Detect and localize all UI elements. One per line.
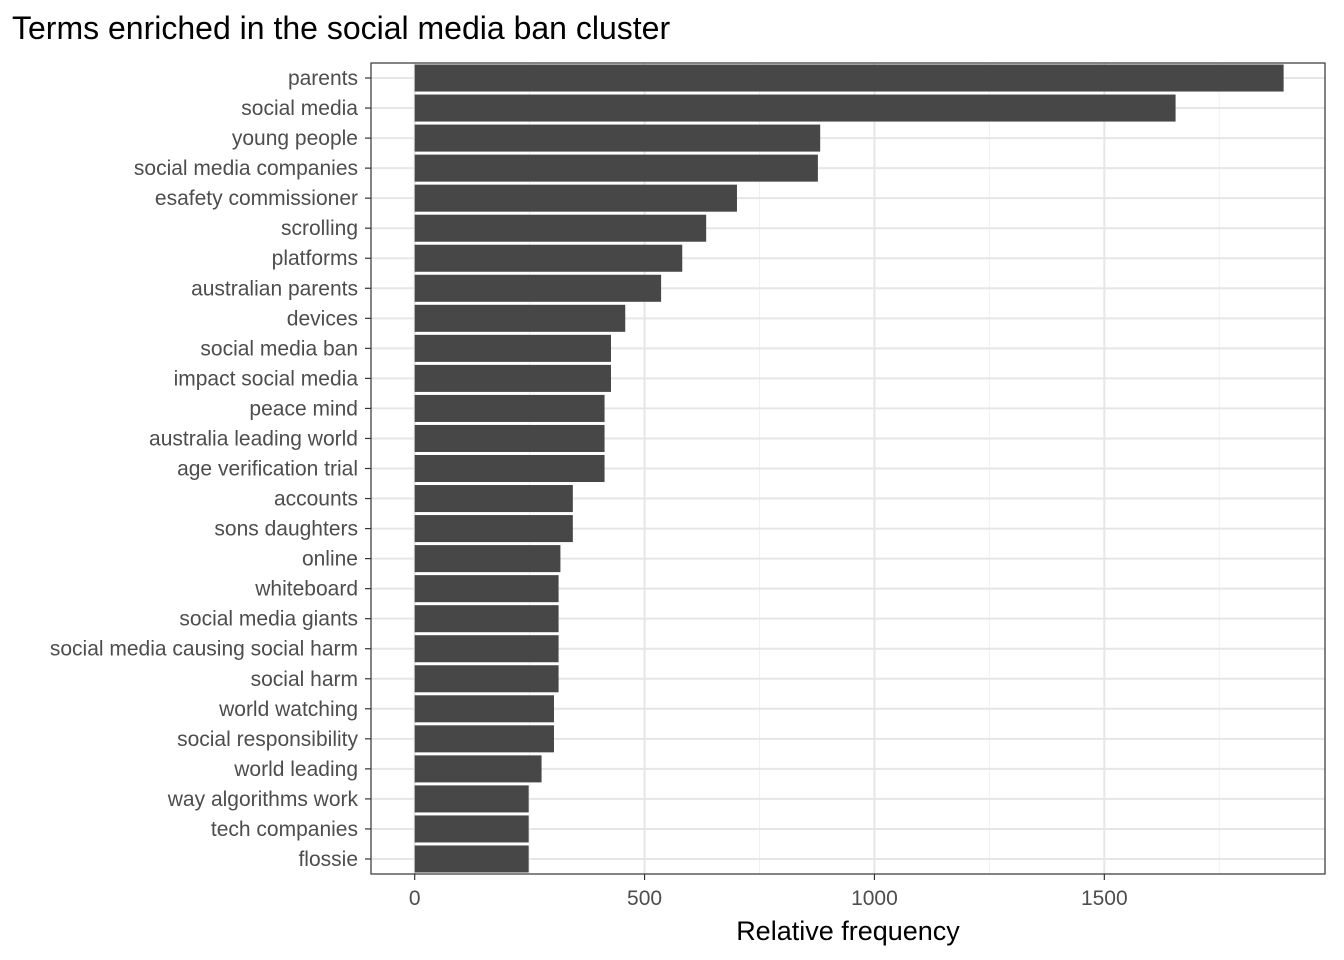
bar-young-people xyxy=(414,124,821,152)
bar-scrolling xyxy=(414,214,707,242)
y-tick-label: social media giants xyxy=(179,608,358,631)
bar-social-media-giants xyxy=(414,605,559,633)
bars xyxy=(414,64,1284,873)
y-tick-label: accounts xyxy=(274,488,358,511)
y-tick-label: social harm xyxy=(251,668,358,691)
y-tick-label: impact social media xyxy=(174,367,359,390)
y-tick-label: social media ban xyxy=(200,337,358,360)
y-tick-label: online xyxy=(302,548,358,571)
bar-way-algorithms-work xyxy=(414,785,529,813)
y-tick-label: sons daughters xyxy=(214,518,358,541)
x-axis: 0 500 1000 1500 xyxy=(409,874,1128,910)
y-tick-label: parents xyxy=(288,67,358,90)
y-tick-label: tech companies xyxy=(211,818,358,841)
bar-parents xyxy=(414,64,1284,92)
bar-social-media-companies xyxy=(414,154,818,182)
y-tick-label: way algorithms work xyxy=(167,788,359,811)
y-tick-label: peace mind xyxy=(249,397,358,420)
x-axis-label: Relative frequency xyxy=(736,916,960,946)
y-tick-label: devices xyxy=(287,307,358,330)
bar-world-leading xyxy=(414,755,542,783)
bar-social-media xyxy=(414,94,1176,122)
bar-australia-leading-world xyxy=(414,424,605,452)
y-tick-label: social media companies xyxy=(134,157,358,180)
bar-tech-companies xyxy=(414,815,529,843)
chart-title: Terms enriched in the social media ban c… xyxy=(12,10,670,46)
y-tick-label: social media causing social harm xyxy=(50,638,358,661)
bar-impact-social-media xyxy=(414,364,611,392)
y-tick-label: whiteboard xyxy=(254,578,358,601)
x-tick-label: 1500 xyxy=(1081,887,1128,910)
y-tick-label: australia leading world xyxy=(149,427,358,450)
bar-sons-daughters xyxy=(414,515,573,543)
bar-social-harm xyxy=(414,665,559,693)
y-tick-label: age verification trial xyxy=(177,458,358,481)
y-tick-label: young people xyxy=(232,127,358,150)
bar-social-media-causing-social-harm xyxy=(414,635,559,663)
y-axis: parents social media young people social me… xyxy=(50,67,371,871)
bar-peace-mind xyxy=(414,394,605,422)
bar-social-responsibility xyxy=(414,725,554,753)
y-tick-label: world leading xyxy=(233,758,358,781)
bar-australian-parents xyxy=(414,274,662,302)
y-tick-label: platforms xyxy=(272,247,358,270)
bar-platforms xyxy=(414,244,683,272)
x-tick-label: 0 xyxy=(409,887,421,910)
x-tick-label: 1000 xyxy=(851,887,898,910)
y-tick-label: esafety commissioner xyxy=(155,187,358,210)
x-tick-label: 500 xyxy=(627,887,662,910)
bar-world-watching xyxy=(414,695,554,723)
y-tick-label: australian parents xyxy=(191,277,358,300)
bar-esafety-commissioner xyxy=(414,184,737,212)
y-tick-label: scrolling xyxy=(281,217,358,240)
y-tick-label: flossie xyxy=(298,848,358,871)
y-tick-label: social media xyxy=(241,97,358,120)
bar-devices xyxy=(414,304,626,332)
bar-online xyxy=(414,545,561,573)
bar-social-media-ban xyxy=(414,334,611,362)
bar-accounts xyxy=(414,485,573,513)
y-tick-label: social responsibility xyxy=(177,728,358,751)
y-tick-label: world watching xyxy=(218,698,358,721)
bar-whiteboard xyxy=(414,575,559,603)
bar-age-verification-trial xyxy=(414,454,605,483)
bar-flossie xyxy=(414,845,529,873)
